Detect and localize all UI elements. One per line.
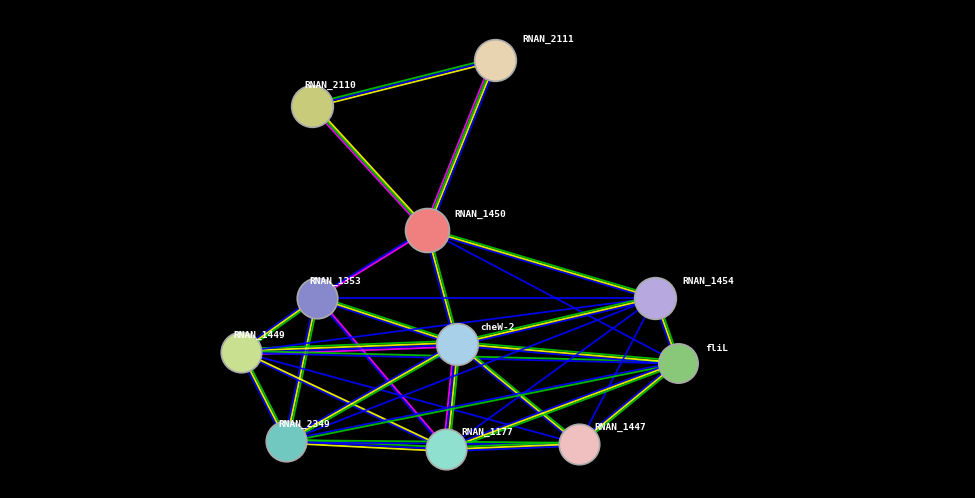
Text: fliL: fliL <box>705 344 728 353</box>
Point <box>304 102 320 110</box>
Point <box>279 437 294 445</box>
Text: RNAN_2110: RNAN_2110 <box>305 81 357 91</box>
Point <box>439 445 454 453</box>
Point <box>670 359 685 367</box>
Text: RNAN_1450: RNAN_1450 <box>454 210 506 219</box>
Text: RNAN_2349: RNAN_2349 <box>279 420 331 429</box>
Point <box>419 226 435 234</box>
Point <box>647 294 663 302</box>
Point <box>309 294 325 302</box>
Text: RNAN_1177: RNAN_1177 <box>461 428 514 437</box>
Text: RNAN_1447: RNAN_1447 <box>594 423 645 432</box>
Text: RNAN_1449: RNAN_1449 <box>233 331 285 340</box>
Text: RNAN_1454: RNAN_1454 <box>682 277 734 286</box>
Point <box>488 56 503 64</box>
Text: RNAN_2111: RNAN_2111 <box>523 35 574 44</box>
Text: cheW-2: cheW-2 <box>480 323 515 332</box>
Text: RNAN_1353: RNAN_1353 <box>309 277 361 286</box>
Point <box>449 340 465 348</box>
Point <box>571 440 587 448</box>
Point <box>233 348 249 356</box>
